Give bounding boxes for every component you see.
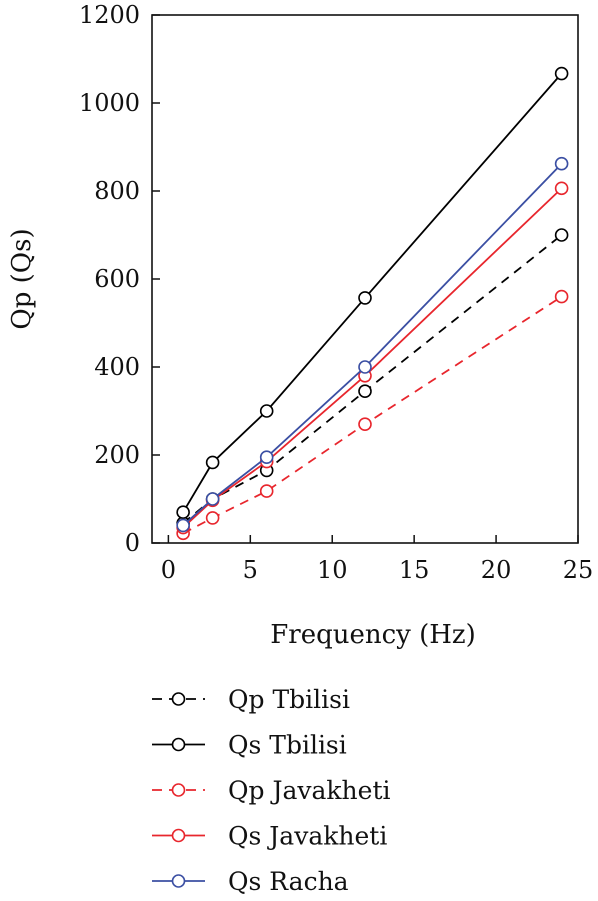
- y-axis-title: Qp (Qs): [7, 228, 37, 329]
- data-point: [554, 228, 569, 242]
- data-point: [205, 492, 220, 506]
- legend-item: Qp Javakheti: [152, 776, 391, 805]
- legend-marker: [171, 874, 186, 888]
- legend-item: Qs Racha: [152, 867, 349, 896]
- data-point: [358, 291, 372, 305]
- data-point: [554, 289, 569, 304]
- data-point: [259, 484, 274, 498]
- axis-layer: 0 5 10 15 20 25 0 200 400 600 800 1000 1200: [79, 1, 593, 584]
- data-point: [259, 450, 274, 465]
- legend-marker: [171, 783, 186, 797]
- x-tick-label: 25: [563, 556, 594, 584]
- legend-item: Qs Javakheti: [152, 822, 387, 851]
- y-tick-label: 400: [94, 353, 140, 381]
- series-qs-racha: [176, 156, 569, 533]
- series-layer: [176, 66, 569, 541]
- legend-marker: [171, 692, 186, 706]
- data-point: [176, 518, 190, 533]
- data-point: [176, 505, 190, 520]
- data-point: [205, 511, 220, 525]
- x-tick-label: 15: [399, 556, 430, 584]
- legend-marker: [171, 737, 186, 752]
- data-point: [554, 66, 569, 81]
- data-point: [358, 360, 372, 374]
- x-tick-label: 0: [161, 556, 176, 584]
- series-line: [182, 72, 563, 513]
- legend-label: Qs Racha: [228, 867, 349, 896]
- y-tick-label: 200: [94, 441, 140, 469]
- data-point: [259, 404, 274, 418]
- data-point: [554, 181, 569, 196]
- series-line: [182, 295, 563, 535]
- data-point: [205, 455, 220, 470]
- legend-label: Qp Tbilisi: [228, 685, 350, 714]
- data-point: [358, 417, 372, 432]
- y-tick-label: 800: [94, 177, 140, 205]
- legend-marker: [171, 828, 186, 843]
- y-tick-label: 600: [94, 265, 140, 293]
- legend-item: Qp Tbilisi: [152, 685, 350, 714]
- legend-item: Qs Tbilisi: [152, 731, 347, 760]
- data-point: [554, 156, 569, 171]
- y-tick-label: 1200: [79, 1, 140, 29]
- data-point: [358, 384, 372, 399]
- series-qs-tbilisi: [176, 66, 569, 520]
- series-qp-javakheti: [176, 289, 569, 541]
- legend: Qp Tbilisi Qs Tbilisi Qp Javakheti Qs Javak…: [152, 685, 391, 896]
- legend-label: Qs Tbilisi: [228, 731, 347, 760]
- legend-label: Qp Javakheti: [228, 776, 391, 805]
- legend-label: Qs Javakheti: [228, 822, 387, 851]
- x-axis-title: Frequency (Hz): [270, 620, 476, 650]
- x-tick-label: 10: [317, 556, 348, 584]
- series-line: [182, 163, 563, 527]
- series-line: [182, 187, 563, 529]
- x-tick-label: 20: [481, 556, 512, 584]
- x-tick-label: 5: [243, 556, 258, 584]
- y-tick-label: 0: [125, 529, 140, 557]
- y-tick-label: 1000: [79, 89, 140, 117]
